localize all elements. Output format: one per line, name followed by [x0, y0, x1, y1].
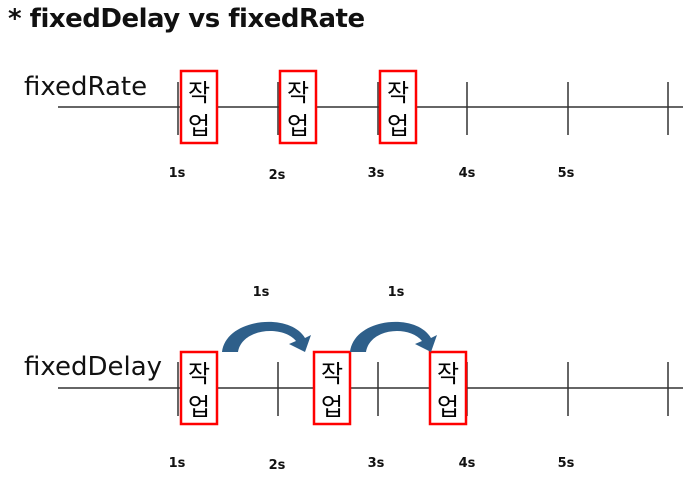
task-label-bottom: 업	[437, 393, 459, 421]
fixed-delay-task: 작 업	[179, 350, 219, 426]
fixed-rate-tick-label: 1s	[169, 166, 186, 181]
task-label-bottom: 업	[188, 393, 210, 421]
fixed-rate-timeline: 작 업 작 업 작 업 1s 2s 3s 4s 5s	[58, 69, 683, 183]
fixed-delay-tick-label: 5s	[558, 456, 575, 471]
fixed-delay-tick-label: 2s	[269, 458, 286, 473]
fixed-rate-task: 작 업	[278, 69, 318, 145]
fixed-rate-task: 작 업	[378, 69, 418, 145]
task-label-top: 작	[188, 79, 210, 107]
task-label-top: 작	[321, 360, 343, 388]
fixed-delay-tick-label: 4s	[459, 456, 476, 471]
task-label-bottom: 업	[387, 112, 409, 140]
task-label-top: 작	[188, 360, 210, 388]
task-label-bottom: 업	[188, 112, 210, 140]
fixed-rate-label: fixedRate	[24, 72, 148, 102]
fixed-rate-tick-label: 3s	[368, 166, 385, 181]
fixed-delay-task: 작 업	[428, 350, 468, 426]
fixed-delay-tick-label: 3s	[368, 456, 385, 471]
fixed-delay-tick-label: 1s	[169, 456, 186, 471]
fixed-delay-task: 작 업	[312, 350, 352, 426]
task-label-bottom: 업	[321, 393, 343, 421]
delay-arrow	[222, 321, 311, 352]
delay-label: 1s	[253, 285, 270, 300]
fixed-delay-label: fixedDelay	[24, 352, 163, 382]
diagram-title: * fixedDelay vs fixedRate	[8, 4, 365, 34]
delay-arrow	[350, 321, 437, 352]
delay-label: 1s	[388, 285, 405, 300]
task-label-top: 작	[387, 79, 409, 107]
fixed-rate-tick-label: 2s	[269, 168, 286, 183]
fixed-rate-tick-label: 4s	[459, 166, 476, 181]
task-label-top: 작	[437, 360, 459, 388]
task-label-top: 작	[287, 79, 309, 107]
fixed-rate-tick-label: 5s	[558, 166, 575, 181]
fixed-delay-timeline: 작 업 작 업 작 업 1s 1s 1s 2s 3s 4s 5s	[58, 285, 683, 473]
fixed-rate-task: 작 업	[179, 69, 219, 145]
task-label-bottom: 업	[287, 112, 309, 140]
